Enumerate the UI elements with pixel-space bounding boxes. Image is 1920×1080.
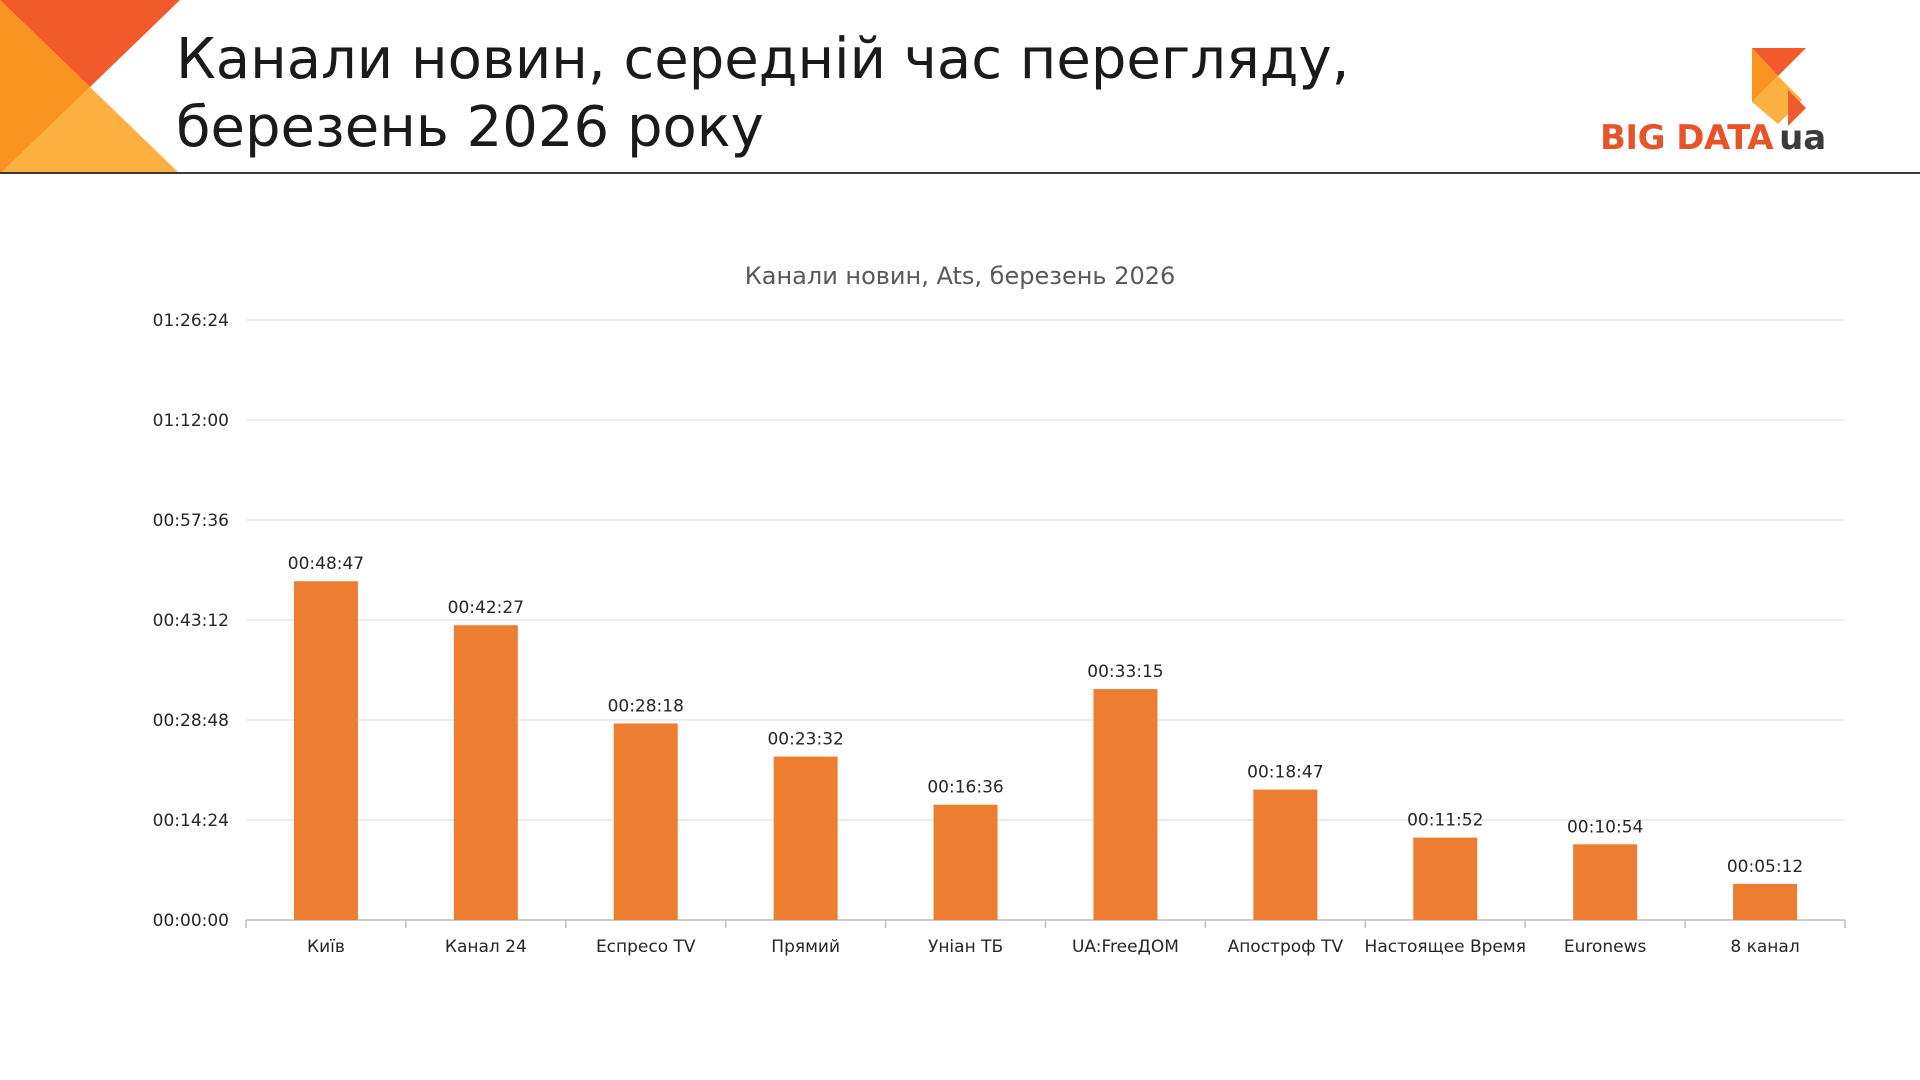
bar: [293, 581, 358, 920]
y-tick-label: 00:00:00: [153, 911, 229, 931]
chart-title: Канали новин, Ats, березень 2026: [744, 262, 1176, 290]
y-tick-label: 01:12:00: [153, 411, 229, 431]
y-tick-label: 01:26:24: [153, 311, 229, 331]
bar: [1093, 689, 1158, 920]
corner-decoration: [0, 0, 180, 174]
bar-value-label: 00:18:47: [1247, 763, 1323, 783]
bar-value-label: 00:11:52: [1407, 811, 1483, 831]
bar-value-label: 00:05:12: [1727, 857, 1803, 877]
bar-value-label: 00:16:36: [927, 778, 1003, 798]
x-tick-label: Апостроф TV: [1228, 937, 1344, 957]
page-title-line-2: березень 2026 року: [176, 95, 764, 160]
bar-value-label: 00:33:15: [1087, 662, 1163, 682]
bar: [1733, 883, 1798, 920]
x-tick-label: Уніан ТБ: [928, 937, 1003, 957]
page-title-line-1: Канали новин, середній час перегляду,: [176, 27, 1350, 92]
big-data-ua-logo: BIG DATA ua: [1600, 46, 1840, 166]
x-tick-label: Прямий: [771, 937, 840, 957]
logo-text-ua: ua: [1779, 118, 1827, 158]
bar: [613, 723, 678, 920]
logo-mark-icon: [1752, 48, 1806, 126]
bar: [1253, 789, 1318, 920]
x-tick-label: Euronews: [1564, 937, 1647, 957]
x-tick-label: Настоящее Время: [1365, 937, 1526, 957]
bar-value-label: 00:48:47: [288, 554, 364, 574]
x-tick-label: Еспресо TV: [596, 937, 696, 957]
bar-value-label: 00:28:18: [608, 696, 684, 716]
bar-value-label: 00:10:54: [1567, 817, 1643, 837]
deco-triangle-dark: [0, 0, 180, 87]
y-tick-label: 00:43:12: [153, 611, 229, 631]
header-divider: [0, 172, 1920, 174]
page-title: Канали новин, середній час перегляду, бе…: [176, 26, 1349, 162]
bar: [1413, 837, 1478, 920]
y-tick-label: 00:28:48: [153, 711, 229, 731]
x-tick-label: Канал 24: [445, 937, 527, 957]
y-tick-label: 00:14:24: [153, 811, 229, 831]
bar-value-label: 00:23:32: [767, 730, 843, 750]
bar: [933, 804, 998, 920]
y-tick-label: 00:57:36: [153, 511, 229, 531]
logo-text: BIG DATA ua: [1600, 118, 1826, 158]
chart-container: Канали новин, Ats, березень 2026 00:00:0…: [0, 240, 1920, 1000]
bar-value-label: 00:42:27: [448, 598, 524, 618]
x-tick-label: Київ: [307, 937, 345, 957]
bar: [453, 625, 518, 920]
bar-chart: 00:00:00 00:14:24 00:28:48 00:43:12 00:57:36…: [153, 311, 1846, 957]
x-tick-label: UA:FreeДОМ: [1072, 937, 1179, 957]
bar: [1573, 844, 1638, 920]
bar: [773, 756, 838, 920]
x-tick-label: 8 канал: [1730, 937, 1799, 957]
logo-text-big-data: BIG DATA: [1600, 118, 1774, 158]
deco-triangle-light: [0, 87, 180, 174]
deco-triangle-mid: [0, 0, 90, 174]
